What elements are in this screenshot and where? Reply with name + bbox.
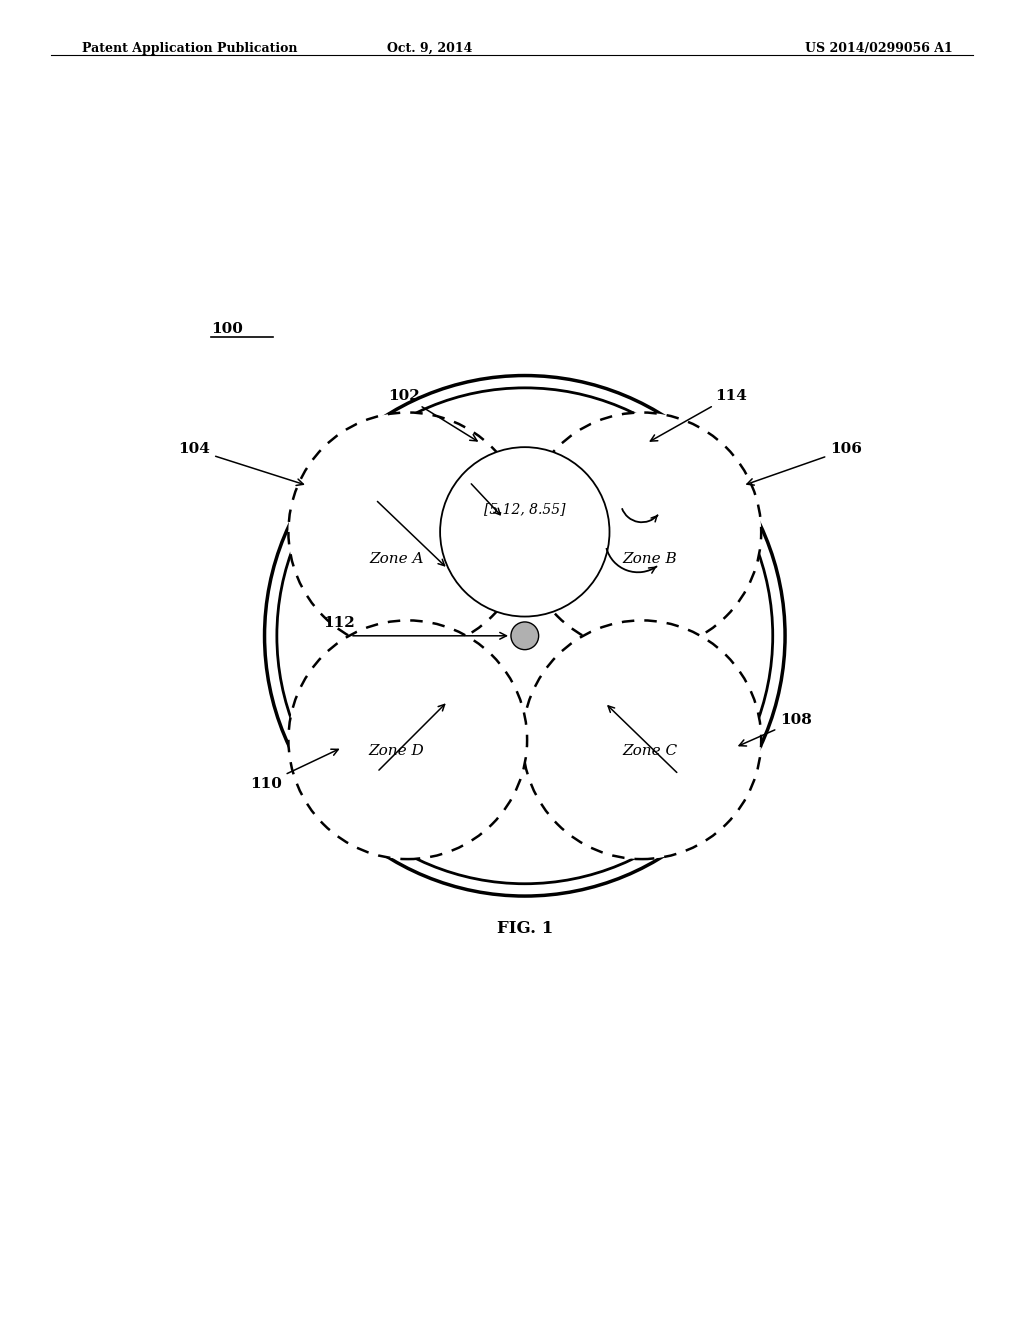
- Text: 108: 108: [739, 714, 812, 746]
- Text: 106: 106: [746, 442, 862, 486]
- Text: Zone B: Zone B: [623, 552, 677, 566]
- Text: 114: 114: [650, 388, 748, 441]
- Circle shape: [264, 376, 785, 896]
- Text: 110: 110: [250, 750, 338, 791]
- Circle shape: [522, 413, 761, 651]
- Circle shape: [440, 447, 609, 616]
- Text: Zone C: Zone C: [622, 744, 677, 758]
- Text: Zone A: Zone A: [369, 552, 424, 566]
- Circle shape: [511, 622, 539, 649]
- Text: 112: 112: [323, 615, 354, 630]
- Text: Zone D: Zone D: [369, 744, 424, 758]
- Text: US 2014/0299056 A1: US 2014/0299056 A1: [805, 42, 952, 55]
- Circle shape: [522, 620, 761, 859]
- Text: Patent Application Publication: Patent Application Publication: [82, 42, 297, 55]
- Circle shape: [289, 413, 527, 651]
- Text: FIG. 1: FIG. 1: [497, 920, 553, 937]
- Text: 102: 102: [388, 388, 477, 441]
- Text: 104: 104: [178, 442, 303, 486]
- Text: 100: 100: [211, 322, 244, 335]
- Text: [5.12, 8.55]: [5.12, 8.55]: [484, 502, 565, 516]
- Text: Oct. 9, 2014: Oct. 9, 2014: [387, 42, 473, 55]
- Circle shape: [289, 620, 527, 859]
